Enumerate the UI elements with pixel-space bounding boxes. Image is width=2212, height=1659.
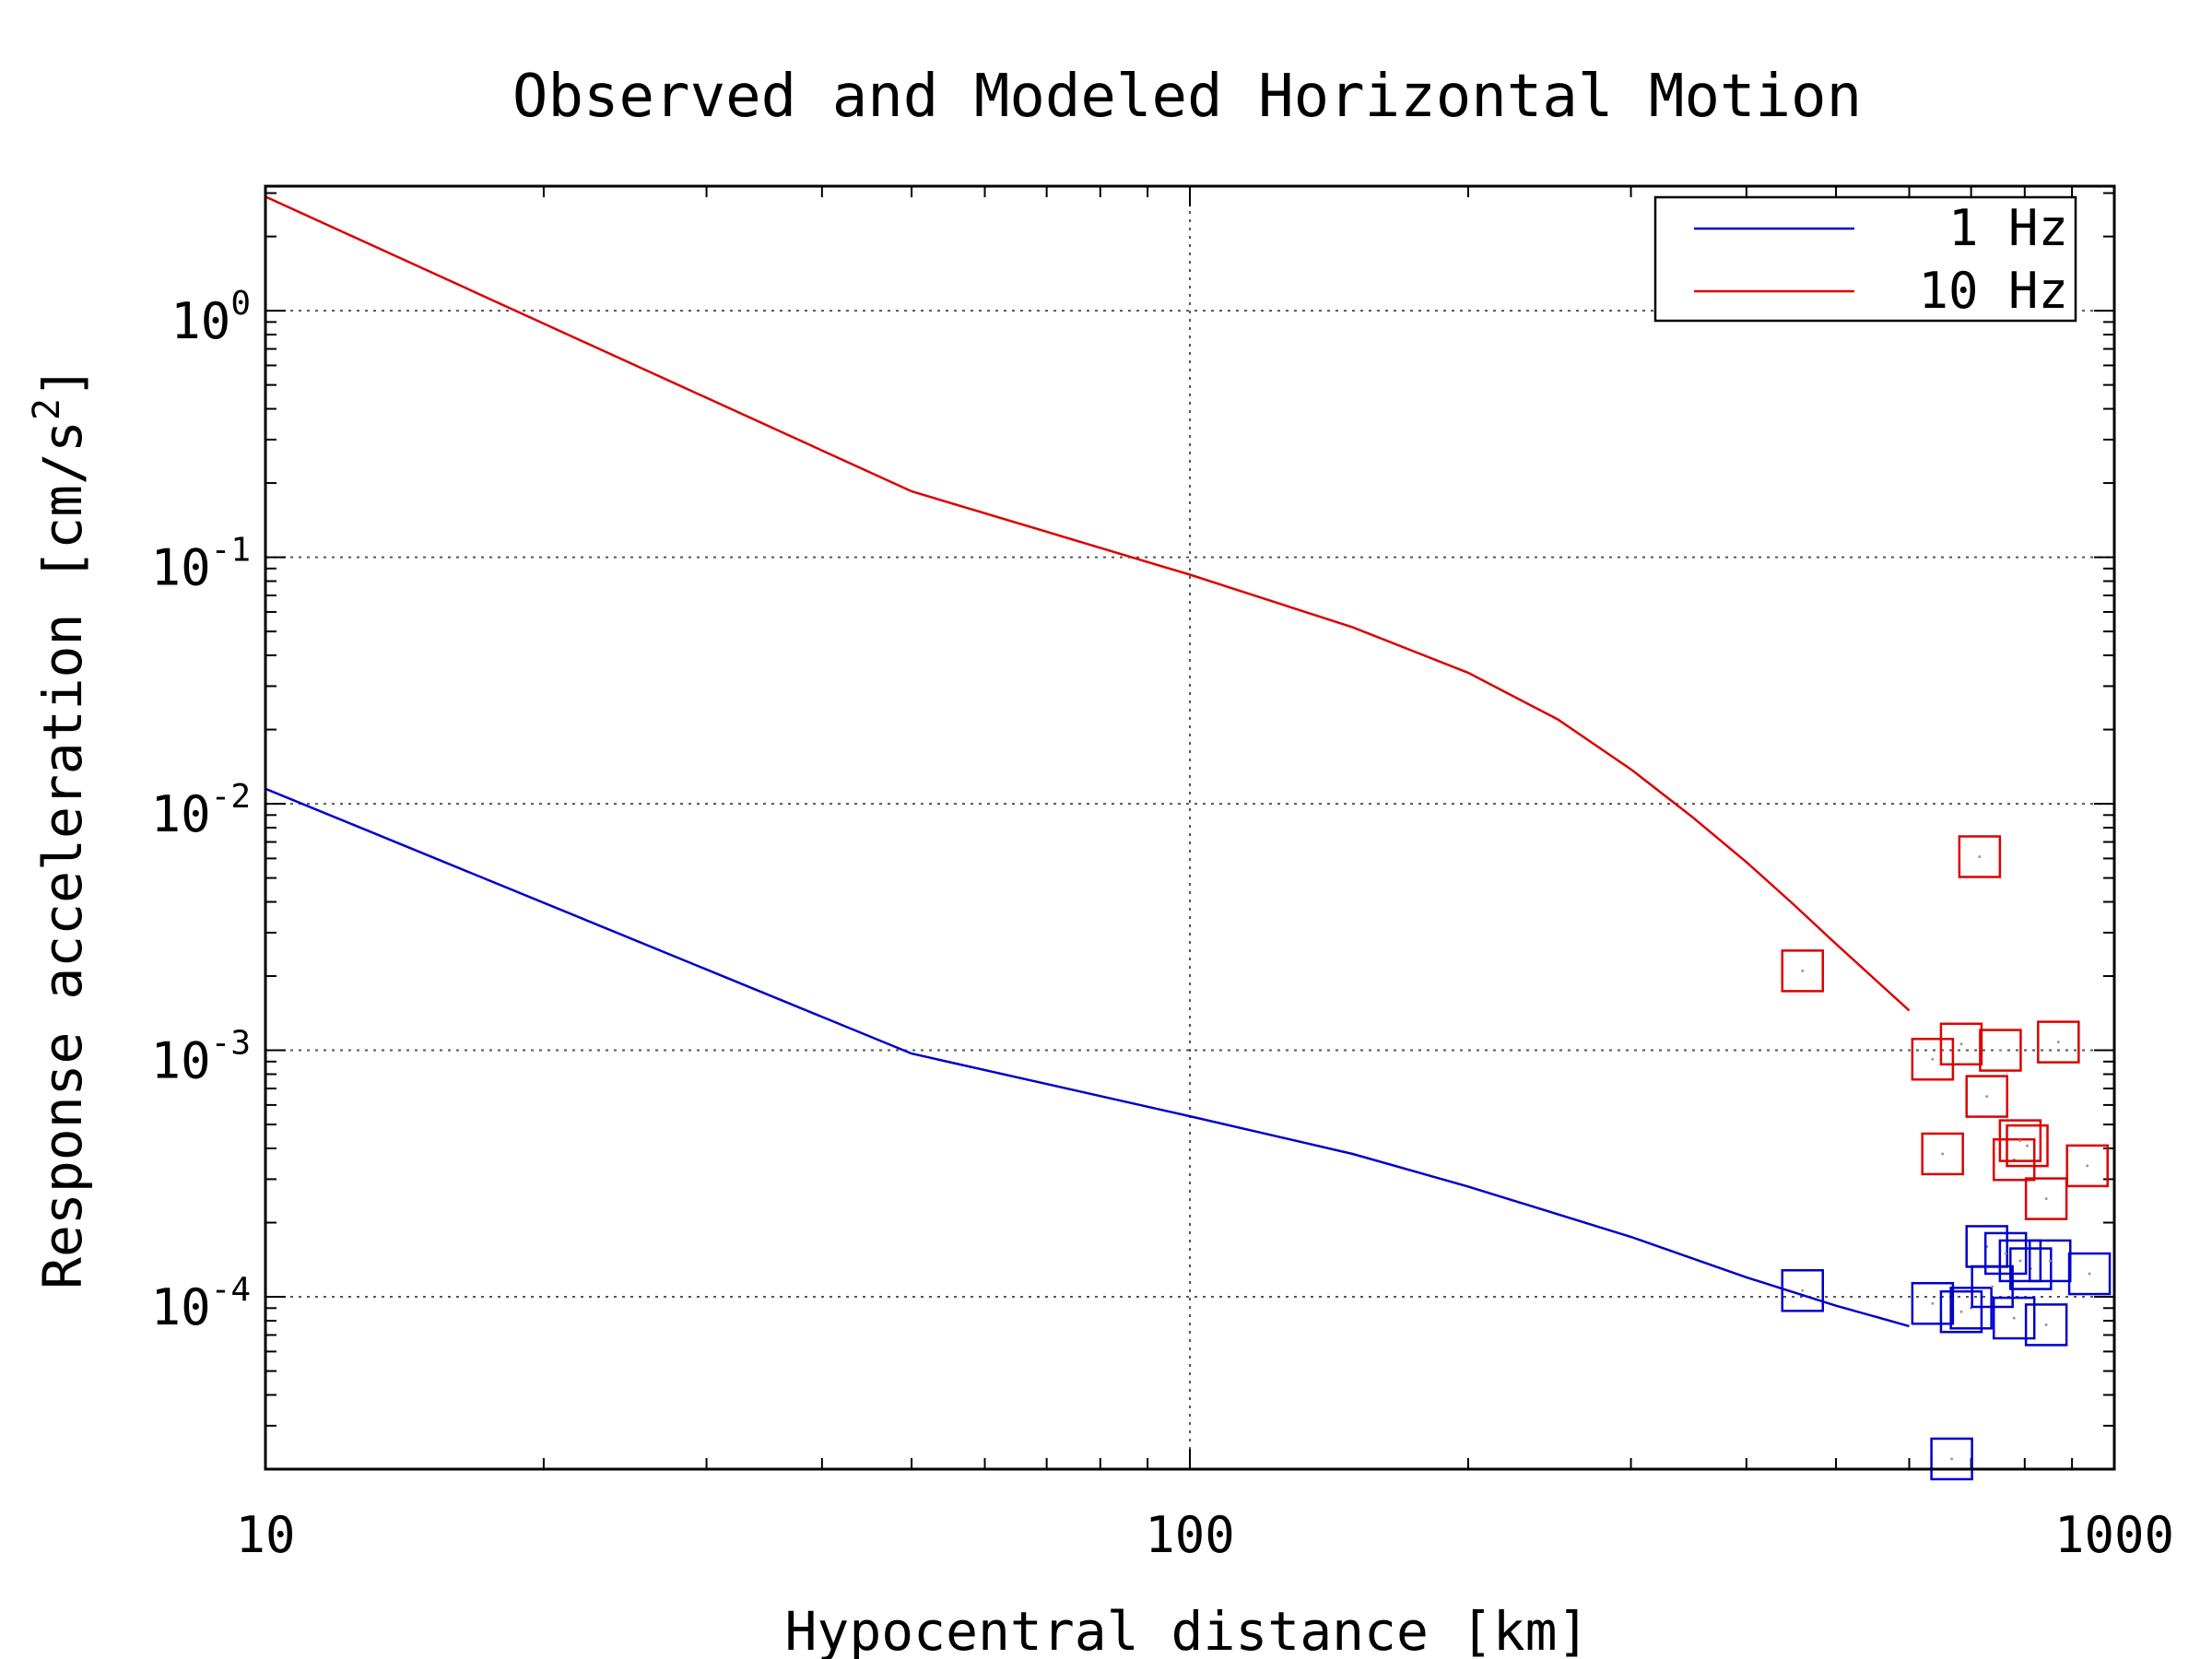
- observed-marker-center: [1931, 1301, 1935, 1305]
- observed-marker: [1921, 1132, 1964, 1176]
- observed-marker-center: [1801, 1288, 1805, 1292]
- y-tick-label-base: 10: [151, 785, 211, 843]
- y-tick-label: 100: [171, 285, 251, 350]
- observed-marker: [1983, 1231, 2028, 1276]
- y-tick-label-exponent: -4: [211, 1271, 251, 1309]
- observed-marker: [2024, 1303, 2068, 1347]
- grid: [265, 186, 2114, 1469]
- y-tick-label: 10-2: [151, 778, 251, 843]
- observed-marker: [1998, 1239, 2042, 1283]
- observed-marker: [1911, 1281, 1955, 1325]
- observed-marker-center: [2026, 1144, 2030, 1147]
- legend-label: 1 Hz: [1948, 199, 2068, 257]
- observed-marker-center: [1991, 1285, 1994, 1288]
- observed-marker-center: [1998, 1049, 2002, 1053]
- series-line: [265, 787, 1910, 1328]
- y-axis-label-sup: 2: [26, 398, 68, 420]
- observed-marker: [1930, 1437, 1973, 1481]
- observed-marker: [2067, 1252, 2112, 1296]
- y-tick-label: 10-1: [151, 532, 251, 597]
- y-tick-label-base: 10: [151, 1278, 211, 1336]
- observed-marker-center: [2048, 1259, 2052, 1263]
- y-tick-label-base: 10: [171, 292, 230, 350]
- observed-marker: [1965, 1075, 2008, 1118]
- y-tick-label-exponent: 0: [230, 285, 251, 323]
- observed-marker: [1781, 1269, 1824, 1312]
- chart-title: Observed and Modeled Horizontal Motion: [512, 63, 1862, 131]
- x-tick-label: 100: [1145, 1506, 1235, 1564]
- y-tick-label-exponent: -1: [211, 532, 251, 570]
- observed-marker-center: [2018, 1139, 2022, 1143]
- observed-marker: [1939, 1289, 1983, 1334]
- observed-marker-center: [1950, 1457, 1954, 1461]
- observed-marker-center: [1959, 1042, 1963, 1046]
- observed-marker: [2006, 1124, 2049, 1168]
- observed-marker: [2065, 1144, 2109, 1188]
- y-axis-label-end: ]: [31, 366, 94, 398]
- legend-box: [1653, 195, 2077, 323]
- observed-marker: [1971, 1265, 2014, 1309]
- observed-marker: [2024, 1177, 2068, 1220]
- legend-label: 10 Hz: [1918, 262, 2068, 320]
- y-axis-label: Response acceleration [cm/s2]: [26, 366, 94, 1289]
- series: [265, 195, 1911, 1328]
- observed-marker-center: [1978, 854, 1982, 858]
- y-tick-label-exponent: -3: [211, 1025, 251, 1063]
- y-tick-label: 10-3: [151, 1025, 251, 1090]
- markers: [1781, 835, 2112, 1481]
- y-tick-label: 10-4: [151, 1271, 251, 1336]
- observed-marker-center: [2018, 1259, 2022, 1263]
- y-tick-label-base: 10: [151, 539, 211, 597]
- y-tick-label-base: 10: [151, 1032, 211, 1090]
- observed-marker: [1998, 1119, 2042, 1162]
- observed-marker: [1992, 1296, 2036, 1340]
- observed-marker: [1979, 1029, 2022, 1072]
- observed-marker: [1939, 1022, 1983, 1066]
- observed-marker: [1911, 1037, 1955, 1081]
- observed-marker-center: [1931, 1057, 1935, 1061]
- observed-marker-center: [1959, 1310, 1963, 1313]
- plot-frame: [264, 184, 2116, 1471]
- observed-marker: [2037, 1020, 2080, 1064]
- observed-marker-center: [2044, 1323, 2048, 1326]
- y-tick-label-exponent: -2: [211, 778, 251, 816]
- y-axis-label-main: Response acceleration [cm/s: [31, 420, 94, 1289]
- observed-marker: [1958, 835, 2002, 878]
- observed-marker: [1992, 1137, 2036, 1182]
- observed-marker-center: [2086, 1164, 2089, 1168]
- observed-marker-center: [1801, 969, 1805, 972]
- observed-marker-center: [2088, 1272, 2091, 1276]
- observed-marker-center: [2004, 1252, 2007, 1255]
- series-line: [265, 195, 1911, 1012]
- x-tick-label: 10: [235, 1506, 295, 1564]
- observed-marker-center: [1985, 1095, 1989, 1099]
- x-axis-label: Hypocentral distance [km]: [785, 1600, 1590, 1659]
- observed-marker-center: [2012, 1316, 2016, 1320]
- observed-marker-center: [2044, 1197, 2048, 1201]
- observed-marker: [1781, 949, 1824, 993]
- observed-marker-center: [1941, 1152, 1945, 1156]
- observed-marker-center: [2056, 1041, 2060, 1044]
- x-tick-label: 1000: [2054, 1506, 2174, 1564]
